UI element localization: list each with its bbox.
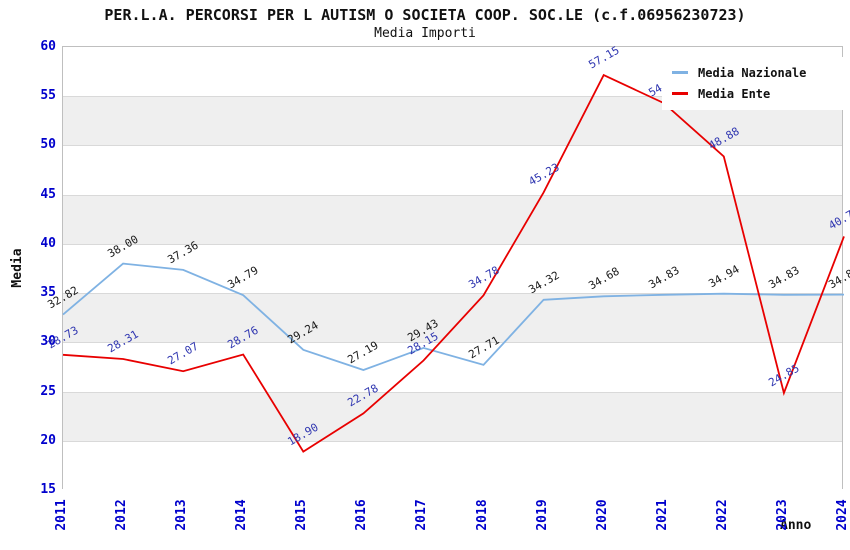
- legend: Media Nazionale Media Ente: [662, 57, 850, 110]
- x-tick-label: 2019: [534, 499, 550, 531]
- gridline: [63, 243, 842, 245]
- y-tick-label: 30: [40, 334, 56, 350]
- legend-label: Media Nazionale: [698, 65, 807, 80]
- plot-band: [63, 391, 842, 441]
- y-tick-label: 60: [40, 39, 56, 54]
- plot-area: Media Nazionale Media Ente 32.82 38.00 37.3…: [45, 44, 850, 490]
- y-tick-label: 55: [40, 88, 56, 104]
- x-tick-label: 2015: [294, 499, 310, 531]
- gridline: [63, 145, 842, 147]
- y-tick-label: 50: [40, 137, 56, 153]
- x-tick-label: 2020: [594, 499, 610, 531]
- series-lines: [62, 73, 845, 453]
- y-tick-label: 40: [40, 235, 56, 251]
- x-tick-label: 2018: [474, 499, 490, 531]
- plot-band: [63, 342, 842, 392]
- legend-item-media-ente: Media Ente: [672, 83, 850, 104]
- x-tick-label: 2021: [654, 499, 670, 531]
- chart-title: PER.L.A. PERCORSI PER L AUTISM O SOCIETA…: [104, 6, 746, 24]
- x-tick-label: 2024: [835, 499, 850, 531]
- x-tick-label: 2014: [234, 499, 250, 531]
- x-tick-label: 2022: [714, 499, 730, 531]
- x-axis-title: Anno: [780, 518, 812, 533]
- x-tick-label: 2023: [774, 499, 790, 531]
- x-tick-label: 2013: [174, 499, 190, 531]
- plot-band: [63, 145, 842, 195]
- legend-item-media-nazionale: Media Nazionale: [672, 62, 850, 83]
- chart-subtitle: Media Importi: [374, 26, 476, 41]
- legend-label: Media Ente: [698, 86, 771, 101]
- plot-band: [63, 194, 842, 244]
- x-tick-label: 2017: [414, 499, 430, 531]
- y-tick-label: 15: [40, 482, 56, 497]
- y-tick-label: 20: [40, 432, 56, 448]
- plot-band: [63, 293, 842, 343]
- x-tick-label: 2016: [354, 499, 370, 531]
- gridline: [63, 342, 842, 344]
- gridline: [63, 96, 842, 98]
- y-tick-label: 45: [40, 186, 56, 202]
- gridline: [63, 440, 842, 442]
- legend-swatch: [672, 71, 688, 74]
- plot-band: [63, 440, 842, 490]
- series-line-media-nazionale: [62, 262, 845, 371]
- gridline: [63, 391, 842, 393]
- legend-swatch: [672, 92, 688, 95]
- gridline: [63, 293, 842, 295]
- y-axis-title: Media: [10, 248, 25, 288]
- x-tick-label: 2011: [54, 499, 69, 531]
- y-tick-label: 35: [40, 285, 56, 301]
- gridline: [63, 194, 842, 196]
- plot-band: [63, 243, 842, 294]
- series-line-media-ente: [62, 73, 845, 453]
- y-tick-label: 25: [40, 383, 56, 399]
- x-tick-label: 2012: [114, 499, 130, 531]
